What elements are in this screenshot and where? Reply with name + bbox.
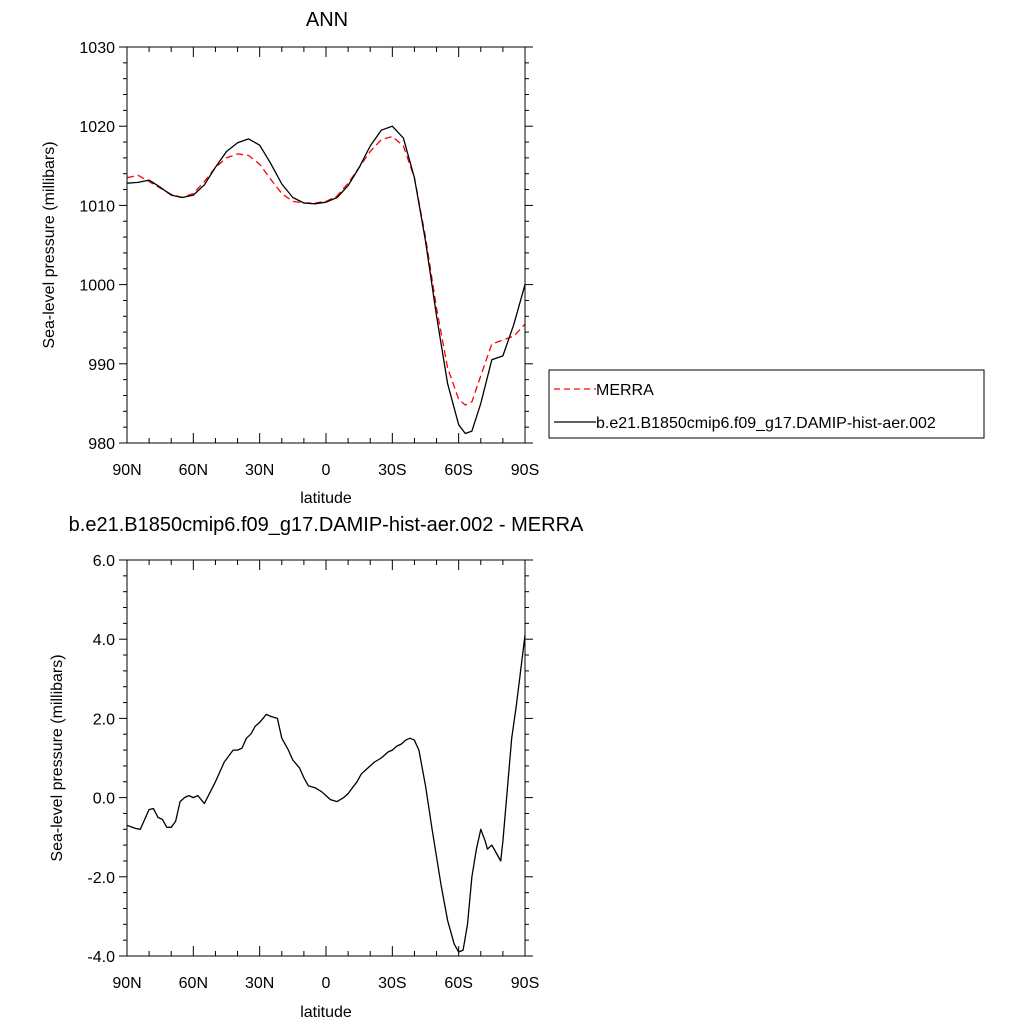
- x-tick-label: 90S: [511, 462, 539, 479]
- top-line-chart: ANN 90N 60N 30N 0 30S 60S 90S 980 990 1000 1010 102…: [41, 9, 985, 507]
- merra-series-line: [126, 135, 526, 406]
- y-tick-label: 1030: [79, 40, 115, 57]
- legend-label-model: b.e21.B1850cmip6.f09_g17.DAMIP-hist-aer.…: [596, 415, 936, 432]
- x-tick-label: 90N: [112, 975, 141, 992]
- bottom-chart-ticks: [119, 559, 533, 957]
- top-chart-series: [126, 125, 526, 435]
- y-tick-label: 990: [88, 357, 115, 374]
- x-tick-label: 0: [322, 975, 331, 992]
- top-chart-tick-labels: 90N 60N 30N 0 30S 60S 90S 980 990 1000 1010 1020 103…: [79, 40, 539, 479]
- bottom-line-chart: b.e21.B1850cmip6.f09_g17.DAMIP-hist-aer.…: [49, 514, 584, 1021]
- top-chart-ylabel: Sea-level pressure (millibars): [41, 141, 58, 348]
- top-plot-frame: [126, 46, 526, 444]
- y-tick-label: 980: [88, 436, 115, 453]
- x-tick-label: 60N: [179, 462, 208, 479]
- x-tick-label: 90S: [511, 975, 539, 992]
- y-tick-label: -4.0: [87, 949, 115, 966]
- x-tick-label: 30N: [245, 462, 274, 479]
- legend: MERRA b.e21.B1850cmip6.f09_g17.DAMIP-his…: [548, 369, 985, 439]
- x-tick-label: 30S: [378, 462, 406, 479]
- x-tick-label: 60N: [179, 975, 208, 992]
- x-tick-label: 0: [322, 462, 331, 479]
- top-chart-title: ANN: [306, 9, 348, 31]
- x-tick-label: 30N: [245, 975, 274, 992]
- y-tick-label: 4.0: [93, 632, 115, 649]
- x-tick-label: 60S: [444, 462, 472, 479]
- y-tick-label: 1020: [79, 119, 115, 136]
- y-tick-label: 2.0: [93, 711, 115, 728]
- y-tick-label: 1000: [79, 278, 115, 295]
- bottom-chart-tick-labels: 90N 60N 30N 0 30S 60S 90S -4.0 -2.0 0.0 2.0 4.0 6.0: [87, 553, 539, 992]
- bottom-chart-xlabel: latitude: [300, 1004, 352, 1021]
- model-series-line: [126, 125, 526, 435]
- top-chart-xlabel: latitude: [300, 490, 352, 507]
- x-tick-label: 90N: [112, 462, 141, 479]
- y-tick-label: -2.0: [87, 870, 115, 887]
- y-tick-label: 1010: [79, 198, 115, 215]
- x-tick-label: 30S: [378, 975, 406, 992]
- legend-label-merra: MERRA: [596, 382, 654, 399]
- legend-box: [548, 369, 985, 439]
- bottom-chart-ylabel: Sea-level pressure (millibars): [49, 654, 66, 861]
- x-tick-label: 60S: [444, 975, 472, 992]
- top-chart-ticks: [119, 46, 533, 444]
- y-tick-label: 6.0: [93, 553, 115, 570]
- difference-series-line: [126, 635, 526, 953]
- y-tick-label: 0.0: [93, 791, 115, 808]
- bottom-chart-series: [126, 635, 526, 953]
- bottom-plot-frame: [126, 559, 526, 957]
- bottom-chart-title: b.e21.B1850cmip6.f09_g17.DAMIP-hist-aer.…: [69, 514, 584, 536]
